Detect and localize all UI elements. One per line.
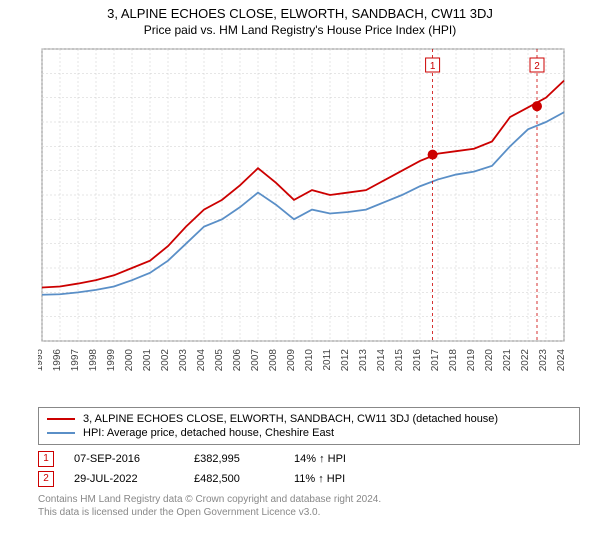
svg-text:2002: 2002 — [160, 349, 171, 372]
legend-swatch — [47, 418, 75, 420]
svg-text:1995: 1995 — [38, 349, 45, 372]
svg-text:2022: 2022 — [520, 349, 531, 372]
price-chart: £0£50K£100K£150K£200K£250K£300K£350K£400… — [38, 41, 598, 401]
svg-text:2: 2 — [534, 61, 540, 72]
svg-text:2010: 2010 — [304, 349, 315, 372]
svg-text:2009: 2009 — [286, 349, 297, 372]
svg-text:1998: 1998 — [88, 349, 99, 372]
svg-text:2018: 2018 — [448, 349, 459, 372]
sale-price: £382,995 — [194, 453, 274, 465]
sale-date: 07-SEP-2016 — [74, 453, 174, 465]
svg-text:2017: 2017 — [430, 349, 441, 372]
svg-text:2005: 2005 — [214, 349, 225, 372]
svg-text:2021: 2021 — [502, 349, 513, 372]
svg-text:2006: 2006 — [232, 349, 243, 372]
svg-text:2015: 2015 — [394, 349, 405, 372]
svg-text:2007: 2007 — [250, 349, 261, 372]
svg-text:1996: 1996 — [52, 349, 63, 372]
svg-text:2008: 2008 — [268, 349, 279, 372]
sale-row: 1 07-SEP-2016 £382,995 14% ↑ HPI — [38, 449, 580, 469]
legend-item: HPI: Average price, detached house, Ches… — [47, 426, 571, 440]
svg-text:2000: 2000 — [124, 349, 135, 372]
sale-marker-icon: 1 — [38, 451, 54, 467]
sale-hpi: 11% ↑ HPI — [294, 473, 374, 485]
svg-text:2013: 2013 — [358, 349, 369, 372]
footnote-line: This data is licensed under the Open Gov… — [38, 506, 580, 519]
svg-text:2016: 2016 — [412, 349, 423, 372]
svg-text:2020: 2020 — [484, 349, 495, 372]
svg-text:2004: 2004 — [196, 349, 207, 372]
svg-text:2019: 2019 — [466, 349, 477, 372]
svg-text:2001: 2001 — [142, 349, 153, 372]
sales-table: 1 07-SEP-2016 £382,995 14% ↑ HPI 2 29-JUL-202… — [38, 449, 580, 489]
legend: 3, ALPINE ECHOES CLOSE, ELWORTH, SANDBAC… — [38, 407, 580, 445]
page-title: 3, ALPINE ECHOES CLOSE, ELWORTH, SANDBAC… — [0, 0, 600, 21]
svg-text:2011: 2011 — [322, 349, 333, 371]
sale-row: 2 29-JUL-2022 £482,500 11% ↑ HPI — [38, 469, 580, 489]
svg-text:1: 1 — [430, 61, 436, 72]
sale-date: 29-JUL-2022 — [74, 473, 174, 485]
svg-text:2023: 2023 — [538, 349, 549, 372]
sale-price: £482,500 — [194, 473, 274, 485]
svg-text:2012: 2012 — [340, 349, 351, 372]
svg-text:2024: 2024 — [556, 349, 567, 372]
sale-hpi: 14% ↑ HPI — [294, 453, 374, 465]
svg-text:1999: 1999 — [106, 349, 117, 372]
footnote: Contains HM Land Registry data © Crown c… — [38, 493, 580, 519]
svg-text:2003: 2003 — [178, 349, 189, 372]
page-subtitle: Price paid vs. HM Land Registry's House … — [0, 21, 600, 41]
legend-item: 3, ALPINE ECHOES CLOSE, ELWORTH, SANDBAC… — [47, 412, 571, 426]
sale-marker-icon: 2 — [38, 471, 54, 487]
legend-label: 3, ALPINE ECHOES CLOSE, ELWORTH, SANDBAC… — [83, 413, 498, 425]
footnote-line: Contains HM Land Registry data © Crown c… — [38, 493, 580, 506]
legend-label: HPI: Average price, detached house, Ches… — [83, 427, 334, 439]
svg-text:1997: 1997 — [70, 349, 81, 372]
svg-text:2014: 2014 — [376, 349, 387, 372]
legend-swatch — [47, 432, 75, 434]
